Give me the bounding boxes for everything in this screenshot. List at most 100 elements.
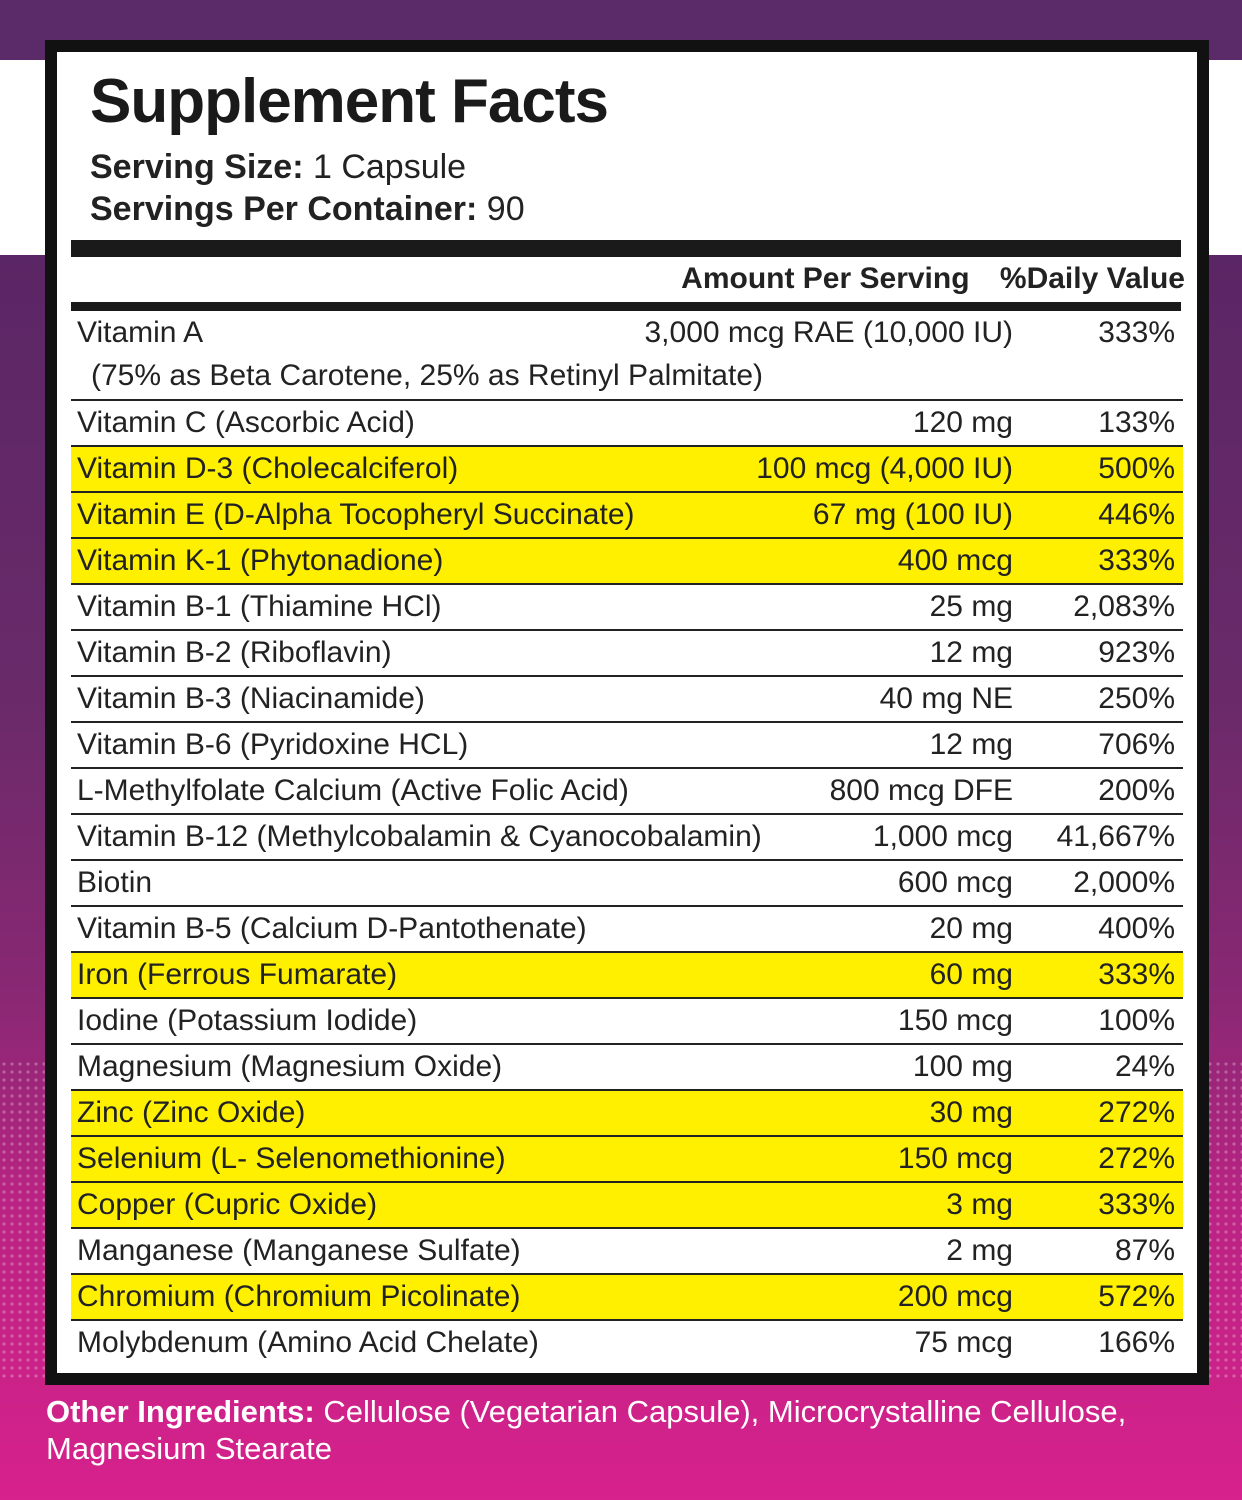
nutrient-name: Vitamin C (Ascorbic Acid) bbox=[77, 406, 415, 439]
nutrient-daily-value: 272% bbox=[1098, 1142, 1175, 1175]
table-row: Selenium (L- Selenomethionine) 150 mcg 272… bbox=[71, 1137, 1183, 1183]
nutrient-daily-value: 706% bbox=[1098, 728, 1175, 761]
nutrient-daily-value: 87% bbox=[1114, 1234, 1175, 1267]
other-ingredients: Other Ingredients: Cellulose (Vegetarian… bbox=[46, 1393, 1206, 1467]
nutrient-amount: 25 mg bbox=[929, 590, 1013, 623]
nutrient-amount: 400 mcg bbox=[897, 544, 1013, 577]
nutrient-amount: 2 mg bbox=[946, 1234, 1013, 1267]
nutrient-name: Selenium (L- Selenomethionine) bbox=[77, 1142, 506, 1175]
nutrient-name: Vitamin E (D-Alpha Tocopheryl Succinate) bbox=[77, 498, 635, 531]
table-row: Magnesium (Magnesium Oxide) 100 mg 24% bbox=[71, 1045, 1183, 1091]
nutrient-amount: 100 mcg (4,000 IU) bbox=[756, 452, 1013, 485]
divider-medium bbox=[71, 302, 1181, 311]
table-row: Vitamin B-2 (Riboflavin) 12 mg 923% bbox=[71, 631, 1183, 677]
table-row: Iron (Ferrous Fumarate) 60 mg 333% bbox=[71, 953, 1183, 999]
nutrient-amount: 12 mg bbox=[929, 728, 1013, 761]
nutrient-daily-value: 24% bbox=[1114, 1050, 1175, 1083]
table-row: Zinc (Zinc Oxide) 30 mg 272% bbox=[71, 1091, 1183, 1137]
table-row: Manganese (Manganese Sulfate) 2 mg 87% bbox=[71, 1229, 1183, 1275]
nutrient-name: Biotin bbox=[77, 866, 153, 899]
nutrient-daily-value: 446% bbox=[1098, 498, 1175, 531]
table-row: Chromium (Chromium Picolinate) 200 mcg 572… bbox=[71, 1275, 1183, 1321]
servings-per-container: Servings Per Container: 90 bbox=[90, 190, 525, 229]
table-row: Vitamin B-12 (Methylcobalamin & Cyanocob… bbox=[71, 815, 1183, 861]
nutrient-daily-value: 400% bbox=[1098, 912, 1175, 945]
nutrient-note: (75% as Beta Carotene, 25% as Retinyl Pa… bbox=[91, 359, 763, 392]
nutrient-amount: 600 mcg bbox=[897, 866, 1013, 899]
nutrient-amount: 75 mcg bbox=[914, 1326, 1013, 1359]
nutrient-name: Vitamin D-3 (Cholecalciferol) bbox=[77, 452, 459, 485]
nutrient-amount: 200 mcg bbox=[897, 1280, 1013, 1313]
nutrient-name: Chromium (Chromium Picolinate) bbox=[77, 1280, 521, 1313]
table-row: Vitamin E (D-Alpha Tocopheryl Succinate)… bbox=[71, 493, 1183, 539]
nutrient-amount: 67 mg (100 IU) bbox=[812, 498, 1013, 531]
column-header: Amount Per Serving %Daily Value bbox=[659, 259, 1185, 299]
table-row: Vitamin D-3 (Cholecalciferol) 100 mcg (4,… bbox=[71, 447, 1183, 493]
supplement-facts-panel: Supplement Facts Serving Size: 1 Capsule… bbox=[45, 40, 1209, 1385]
nutrient-name: Copper (Cupric Oxide) bbox=[77, 1188, 378, 1221]
nutrient-name: Vitamin B-3 (Niacinamide) bbox=[77, 682, 425, 715]
nutrient-daily-value: 2,083% bbox=[1073, 590, 1175, 623]
nutrient-daily-value: 572% bbox=[1098, 1280, 1175, 1313]
nutrient-name: Magnesium (Magnesium Oxide) bbox=[77, 1050, 503, 1083]
table-row: Molybdenum (Amino Acid Chelate) 75 mcg 166… bbox=[71, 1321, 1183, 1367]
table-row: Vitamin C (Ascorbic Acid) 120 mg 133% bbox=[71, 401, 1183, 447]
nutrient-name: Molybdenum (Amino Acid Chelate) bbox=[77, 1326, 539, 1359]
nutrient-amount: 1,000 mcg bbox=[872, 820, 1013, 853]
nutrient-daily-value: 923% bbox=[1098, 636, 1175, 669]
table-row: Vitamin B-6 (Pyridoxine HCL) 12 mg 706% bbox=[71, 723, 1183, 769]
nutrient-amount: 800 mcg DFE bbox=[829, 774, 1013, 807]
nutrient-daily-value: 272% bbox=[1098, 1096, 1175, 1129]
nutrient-table: Vitamin A 3,000 mcg RAE (10,000 IU) 333% (7… bbox=[71, 311, 1183, 1367]
other-ingredients-text: Cellulose (Vegetarian Capsule), Microcry… bbox=[46, 1394, 1127, 1466]
nutrient-amount: 100 mg bbox=[912, 1050, 1013, 1083]
table-row: Vitamin B-1 (Thiamine HCl) 25 mg 2,083% bbox=[71, 585, 1183, 631]
nutrient-daily-value: 100% bbox=[1098, 1004, 1175, 1037]
serving-size: Serving Size: 1 Capsule bbox=[90, 148, 466, 187]
nutrient-name: Vitamin B-1 (Thiamine HCl) bbox=[77, 590, 442, 623]
nutrient-daily-value: 333% bbox=[1098, 544, 1175, 577]
nutrient-amount: 3 mg bbox=[946, 1188, 1013, 1221]
nutrient-amount: 40 mg NE bbox=[879, 682, 1013, 715]
servings-per-container-label: Servings Per Container: bbox=[90, 190, 478, 228]
nutrient-amount: 20 mg bbox=[929, 912, 1013, 945]
nutrient-name: Vitamin B-12 (Methylcobalamin & Cyanocob… bbox=[77, 820, 762, 853]
table-row: Iodine (Potassium Iodide) 150 mcg 100% bbox=[71, 999, 1183, 1045]
nutrient-daily-value: 333% bbox=[1098, 316, 1175, 349]
table-row: Vitamin B-5 (Calcium D-Pantothenate) 20 m… bbox=[71, 907, 1183, 953]
nutrient-name: Vitamin B-6 (Pyridoxine HCL) bbox=[77, 728, 469, 761]
column-daily-value-header: %Daily Value bbox=[999, 262, 1185, 295]
nutrient-amount: 120 mg bbox=[912, 406, 1013, 439]
nutrient-daily-value: 250% bbox=[1098, 682, 1175, 715]
nutrient-amount: 3,000 mcg RAE (10,000 IU) bbox=[644, 316, 1013, 349]
nutrient-name: Vitamin A bbox=[77, 316, 204, 349]
nutrient-daily-value: 2,000% bbox=[1073, 866, 1175, 899]
table-row: L-Methylfolate Calcium (Active Folic Aci… bbox=[71, 769, 1183, 815]
supplement-facts-label: Supplement Facts Serving Size: 1 Capsule… bbox=[57, 52, 1197, 1373]
serving-size-label: Serving Size: bbox=[90, 148, 304, 186]
column-amount-header: Amount Per Serving bbox=[681, 262, 970, 295]
servings-per-container-value: 90 bbox=[486, 190, 525, 228]
nutrient-daily-value: 333% bbox=[1098, 1188, 1175, 1221]
table-row: Vitamin B-3 (Niacinamide) 40 mg NE 250% bbox=[71, 677, 1183, 723]
nutrient-name: Vitamin B-2 (Riboflavin) bbox=[77, 636, 392, 669]
table-row: Vitamin K-1 (Phytonadione) 400 mcg 333% bbox=[71, 539, 1183, 585]
divider-thick bbox=[71, 240, 1181, 257]
nutrient-amount: 150 mcg bbox=[897, 1142, 1013, 1175]
nutrient-daily-value: 333% bbox=[1098, 958, 1175, 991]
nutrient-name: Zinc (Zinc Oxide) bbox=[77, 1096, 306, 1129]
nutrient-amount: 30 mg bbox=[929, 1096, 1013, 1129]
nutrient-daily-value: 133% bbox=[1098, 406, 1175, 439]
table-row: Vitamin A 3,000 mcg RAE (10,000 IU) 333% (7… bbox=[71, 311, 1183, 401]
other-ingredients-label: Other Ingredients: bbox=[46, 1394, 315, 1429]
table-row: Biotin 600 mcg 2,000% bbox=[71, 861, 1183, 907]
nutrient-amount: 60 mg bbox=[929, 958, 1013, 991]
nutrient-name: Vitamin K-1 (Phytonadione) bbox=[77, 544, 444, 577]
nutrient-name: L-Methylfolate Calcium (Active Folic Aci… bbox=[77, 774, 629, 807]
nutrient-daily-value: 500% bbox=[1098, 452, 1175, 485]
table-row: Copper (Cupric Oxide) 3 mg 333% bbox=[71, 1183, 1183, 1229]
nutrient-name: Iron (Ferrous Fumarate) bbox=[77, 958, 398, 991]
nutrient-name: Vitamin B-5 (Calcium D-Pantothenate) bbox=[77, 912, 587, 945]
nutrient-amount: 150 mcg bbox=[897, 1004, 1013, 1037]
serving-size-value: 1 Capsule bbox=[312, 148, 467, 186]
